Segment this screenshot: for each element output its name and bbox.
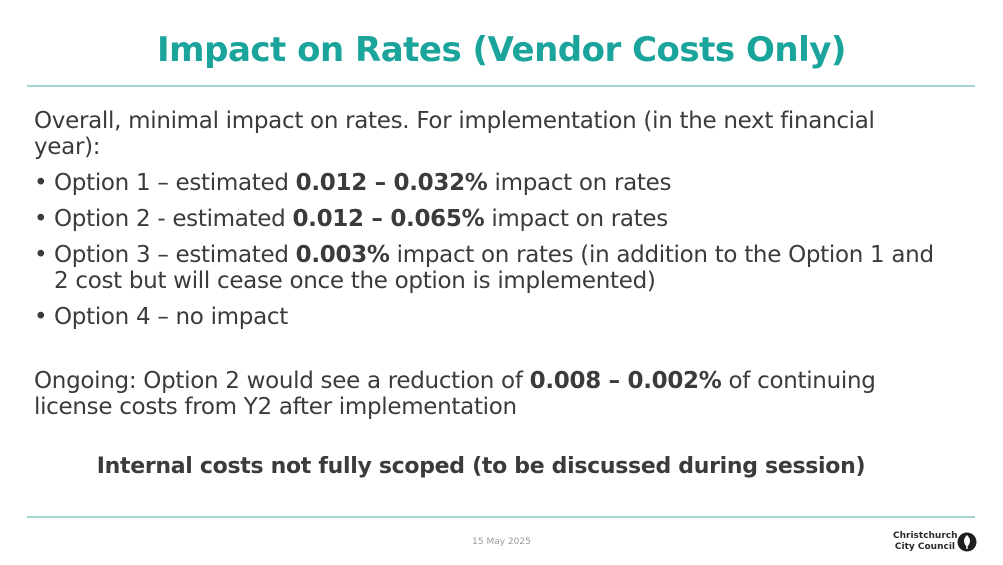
option-2-pre: Option 2 - estimated [54, 206, 293, 232]
council-logo: Christchurch City Council [893, 531, 977, 557]
option-4-item: • Option 4 – no impact [34, 304, 954, 330]
ongoing-text: Ongoing: Option 2 would see a reduction … [34, 368, 934, 420]
logo-line-2: City Council [894, 542, 955, 552]
footer-divider [27, 516, 975, 518]
option-3-value: 0.003% [295, 242, 390, 268]
bullet-dot-icon: • [34, 170, 48, 196]
option-4-pre: Option 4 – no impact [54, 304, 288, 330]
option-3-post: impact on rates (in addition to the Opti… [54, 242, 934, 294]
option-3-pre: Option 3 – estimated [54, 242, 296, 268]
option-2-post: impact on rates [484, 206, 668, 232]
bullet-dot-icon: • [34, 304, 48, 330]
intro-text: Overall, minimal impact on rates. For im… [34, 108, 875, 160]
ongoing-pre: Ongoing: Option 2 would see a reduction … [34, 368, 530, 394]
footer-date: 15 May 2025 [472, 537, 531, 547]
option-1-item: • Option 1 – estimated 0.012 – 0.032% imp… [34, 170, 954, 196]
logo-line-1: Christchurch [893, 531, 958, 541]
option-1-post: impact on rates [487, 170, 672, 196]
ongoing-value: 0.008 – 0.002% [529, 368, 722, 394]
option-1-value: 0.012 – 0.032% [295, 170, 488, 196]
council-leaf-icon [957, 532, 977, 552]
slide-title: Impact on Rates (Vendor Costs Only) [157, 30, 846, 70]
title-divider [27, 85, 975, 87]
internal-costs-note: Internal costs not fully scoped (to be d… [96, 454, 866, 479]
option-3-item: • Option 3 – estimated 0.003% impact on r… [34, 242, 954, 294]
logo-text: Christchurch City Council [893, 531, 958, 553]
bullet-dot-icon: • [34, 206, 48, 232]
ongoing-post: of continuing license costs from Y2 afte… [34, 368, 876, 420]
bullet-dot-icon: • [34, 242, 48, 268]
options-list: • Option 1 – estimated 0.012 – 0.032% imp… [34, 170, 954, 340]
option-1-pre: Option 1 – estimated [54, 170, 296, 196]
option-2-value: 0.012 – 0.065% [292, 206, 485, 232]
option-2-item: • Option 2 - estimated 0.012 – 0.065% imp… [34, 206, 954, 232]
